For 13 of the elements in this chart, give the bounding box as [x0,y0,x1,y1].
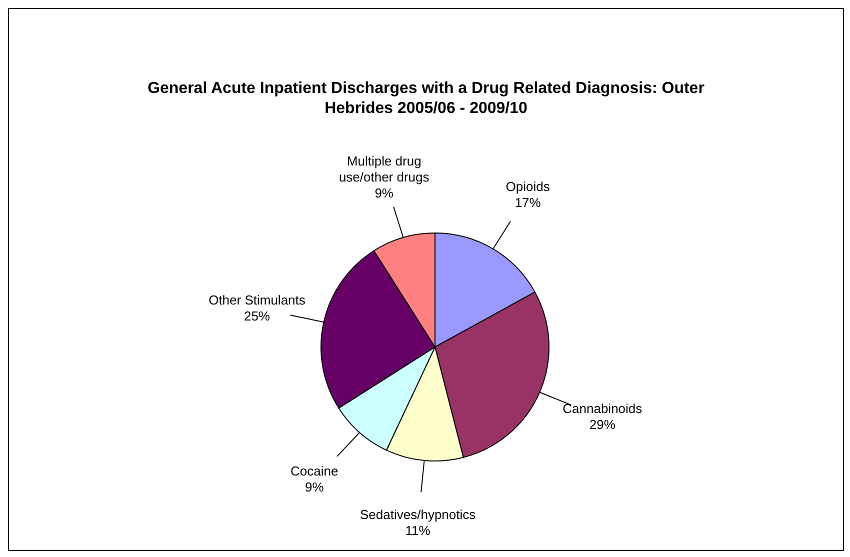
chart-title: General Acute Inpatient Discharges with a Drug Related Diagnosis: Outer Hebrides 2005/06 - 2009/10 [148,80,704,117]
data-label: 11% [405,522,431,538]
data-label: 9% [304,480,324,495]
slice-label: Other Stimulants [208,292,306,308]
data-label: 9% [374,185,394,200]
slice-label: Sedatives/hypnotics [360,506,476,522]
data-label: 25% [244,308,270,324]
slice-label: Opioids [506,178,550,194]
slice-label: Cannabinoids [562,401,643,416]
data-label: 17% [514,194,542,210]
data-label: 29% [589,417,616,432]
slice-label: Cocaine [290,464,338,479]
slice-label: Multiple drug use/other drugs [338,153,430,184]
